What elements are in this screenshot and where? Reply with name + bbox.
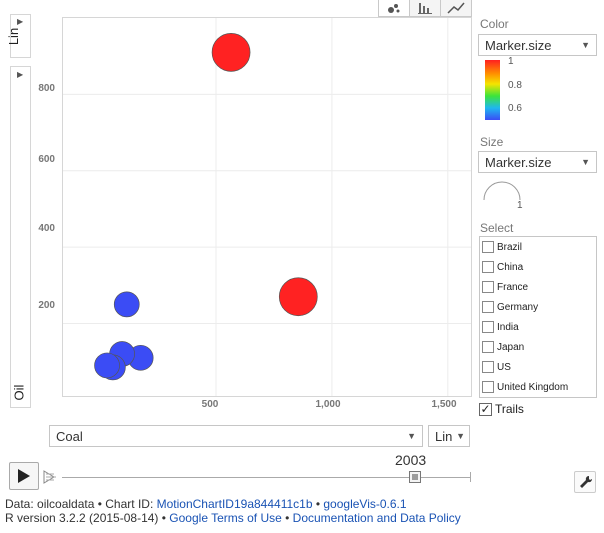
color-legend-min: 0.6: [508, 103, 522, 114]
speed-control[interactable]: [42, 468, 60, 486]
data-bubble[interactable]: [278, 277, 318, 317]
footer-separator: •: [312, 497, 324, 511]
grip-icon: [412, 474, 418, 480]
country-label: Japan: [497, 341, 525, 353]
color-select-value: Marker.size: [485, 37, 552, 53]
x-tick-label: 500: [201, 399, 219, 410]
checkbox[interactable]: [482, 341, 494, 353]
y-tick-label: 600: [38, 154, 55, 165]
list-item[interactable]: US: [480, 357, 596, 377]
y-scale-label: Lin: [6, 27, 22, 46]
bar-chart-icon: [418, 3, 432, 14]
size-legend-arc: [483, 181, 521, 201]
country-label: US: [497, 361, 511, 373]
data-policy-link[interactable]: Documentation and Data Policy: [292, 511, 461, 525]
data-bubble[interactable]: [94, 352, 120, 379]
size-heading: Size: [480, 135, 504, 149]
y-tick-label: 800: [38, 83, 55, 94]
x-scale-label: Lin: [435, 428, 453, 444]
footer-line-1: Data: oilcoaldata • Chart ID: MotionChar…: [5, 497, 407, 511]
list-item[interactable]: China: [480, 257, 596, 277]
y-tick-label: 400: [38, 223, 55, 234]
size-select[interactable]: Marker.size ▼: [478, 151, 597, 173]
chart-type-tabs: [378, 0, 472, 17]
checkbox[interactable]: [482, 261, 494, 273]
chevron-down-icon: ▼: [581, 157, 590, 167]
bubble-chart-icon: [388, 4, 400, 13]
color-select[interactable]: Marker.size ▼: [478, 34, 597, 56]
country-label: Germany: [497, 301, 539, 313]
time-slider-thumb[interactable]: [409, 471, 421, 483]
x-tick-label: 1,000: [315, 399, 341, 410]
list-item[interactable]: United Kingdom: [480, 377, 596, 397]
y-scale-select[interactable]: Lin ▶: [6, 14, 31, 58]
color-legend-gradient: [485, 60, 500, 120]
select-heading: Select: [480, 221, 514, 235]
footer-r-version-text: R version 3.2.2 (2015-08-14) •: [5, 511, 170, 525]
list-item[interactable]: India: [480, 317, 596, 337]
play-icon: [18, 469, 30, 483]
y-variable-arrow-icon: ▶: [17, 70, 24, 79]
x-scale-select[interactable]: Lin ▼: [428, 425, 470, 447]
wrench-icon: [580, 475, 592, 488]
size-select-value: Marker.size: [485, 154, 552, 170]
data-bubble[interactable]: [211, 33, 251, 72]
x-variable-label: Coal: [56, 428, 83, 444]
googlevis-version-link[interactable]: googleVis-0.6.1: [323, 497, 407, 511]
checkbox[interactable]: [482, 281, 494, 293]
country-label: India: [497, 321, 519, 333]
plot-area[interactable]: [62, 17, 472, 397]
time-slider-end: [470, 472, 471, 482]
x-variable-select[interactable]: Coal ▼: [49, 425, 423, 447]
year-label: 2003: [395, 452, 427, 468]
country-label: France: [497, 281, 529, 293]
trails-checkbox[interactable]: ✓: [479, 402, 492, 416]
checkbox[interactable]: [482, 321, 494, 333]
list-item[interactable]: Germany: [480, 297, 596, 317]
country-label: United Kingdom: [497, 381, 569, 393]
color-legend-mid: 0.8: [508, 80, 522, 91]
y-tick-label: 200: [38, 300, 55, 311]
list-item[interactable]: Brazil: [480, 237, 596, 257]
trails-toggle[interactable]: ✓ Trails: [479, 402, 524, 416]
settings-button[interactable]: [574, 471, 596, 493]
country-select-list: Brazil China France Germany India Japan …: [479, 236, 597, 398]
bar-chart-tab[interactable]: [409, 0, 440, 16]
y-scale-arrow-icon: ▶: [17, 17, 24, 26]
country-label: Brazil: [497, 241, 523, 253]
country-label: China: [497, 261, 524, 273]
time-slider-track[interactable]: [62, 477, 471, 478]
list-item[interactable]: Japan: [480, 337, 596, 357]
y-variable-label: Oil: [11, 384, 27, 401]
chart-id-link[interactable]: MotionChartID19a844411c1b: [156, 497, 313, 511]
x-tick-label: 1,500: [431, 399, 457, 410]
chevron-down-icon: ▼: [456, 431, 465, 441]
terms-of-use-link[interactable]: Google Terms of Use: [169, 511, 282, 525]
color-legend-max: 1: [508, 56, 514, 67]
size-legend-value: 1: [517, 200, 523, 211]
y-variable-select[interactable]: ▶ Oil: [10, 66, 31, 408]
line-chart-tab[interactable]: [440, 0, 471, 16]
checkbox[interactable]: [482, 241, 494, 253]
checkbox[interactable]: [482, 301, 494, 313]
footer-line-2: R version 3.2.2 (2015-08-14) • Google Te…: [5, 511, 461, 525]
footer-data-text: Data: oilcoaldata • Chart ID:: [5, 497, 157, 511]
checkbox[interactable]: [482, 361, 494, 373]
footer-separator: •: [281, 511, 293, 525]
chevron-down-icon: ▼: [407, 431, 416, 441]
trails-label: Trails: [495, 402, 524, 416]
data-bubble[interactable]: [113, 291, 140, 318]
play-button[interactable]: [9, 462, 39, 490]
speed-icon: [43, 470, 56, 484]
bubble-plot: [63, 18, 471, 396]
checkbox[interactable]: [482, 381, 494, 393]
chevron-down-icon: ▼: [581, 40, 590, 50]
color-heading: Color: [480, 17, 509, 31]
bubble-chart-tab[interactable]: [379, 0, 409, 16]
list-item[interactable]: France: [480, 277, 596, 297]
line-chart-icon: [447, 2, 465, 14]
